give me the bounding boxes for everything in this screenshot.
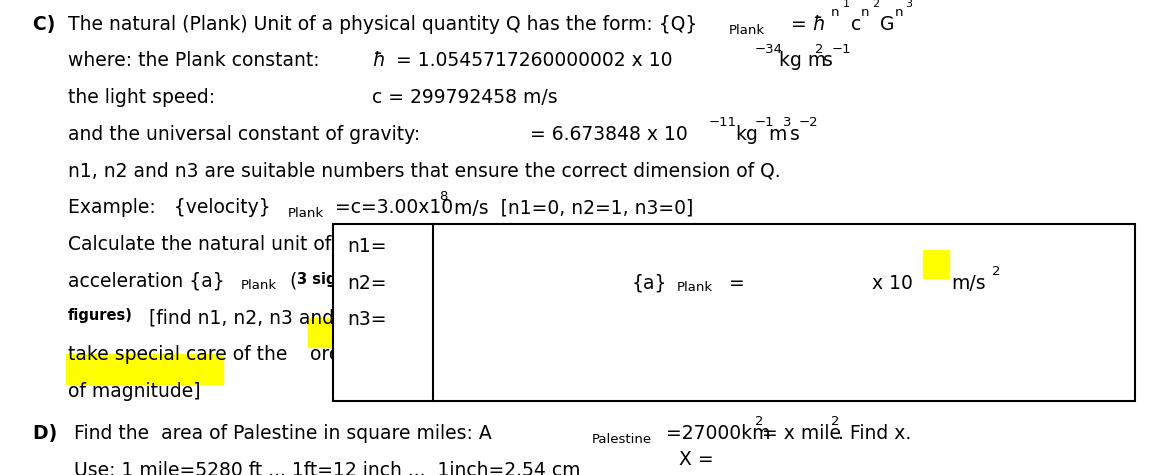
Text: =27000km: =27000km [666,424,770,443]
Text: c: c [851,15,861,34]
Text: 3: 3 [783,116,791,129]
Text: 1: 1 [842,0,849,10]
Text: x 10: x 10 [872,274,913,293]
Text: = 1.0545717260000002 x 10: = 1.0545717260000002 x 10 [390,51,672,70]
Text: 2: 2 [815,43,824,56]
Text: and the universal constant of gravity:: and the universal constant of gravity: [68,125,420,144]
Text: 2: 2 [755,416,763,428]
Text: −1: −1 [832,43,852,56]
Bar [308,318,370,347]
Text: n1=: n1= [347,237,387,256]
Text: c = 299792458 m/s: c = 299792458 m/s [372,88,558,107]
Text: Calculate the natural unit of: Calculate the natural unit of [68,235,331,254]
Text: n: n [831,6,839,19]
Text: =: = [729,274,744,293]
Text: kg: kg [735,125,758,144]
Text: [find n1, n2, n3 and: [find n1, n2, n3 and [143,308,333,327]
Text: {a}: {a} [632,274,667,293]
Bar [923,250,949,278]
Text: n: n [861,6,869,19]
Text: figures): figures) [68,308,132,323]
Text: (: ( [284,272,297,291]
Text: −1: −1 [755,116,775,129]
Text: of magnitude]: of magnitude] [68,382,200,401]
Text: kg m: kg m [779,51,826,70]
Text: −2: −2 [799,116,819,129]
Text: 2: 2 [992,265,1000,278]
Text: =c=3.00x10: =c=3.00x10 [335,198,453,217]
Text: n1, n2 and n3 are suitable numbers that ensure the correct dimension of Q.: n1, n2 and n3 are suitable numbers that … [68,162,780,180]
Text: where: the Plank constant:: where: the Plank constant: [68,51,319,70]
Text: = x mile: = x mile [762,424,841,443]
Text: Use: 1 mile=5280 ft ... 1ft=12 inch ...  1inch=2.54 cm: Use: 1 mile=5280 ft ... 1ft=12 inch ... … [74,461,580,475]
Text: 8: 8 [439,190,447,203]
Text: −11: −11 [709,116,737,129]
Text: s: s [790,125,799,144]
Text: n3=: n3= [347,310,387,329]
Text: n: n [895,6,903,19]
Bar [66,354,223,384]
Text: Plank: Plank [729,24,765,37]
Text: 3 significant: 3 significant [297,272,400,286]
Text: C): C) [33,15,62,34]
Text: The natural (Plank) Unit of a physical quantity Q has the form: {Q}: The natural (Plank) Unit of a physical q… [68,15,697,34]
Text: Plank: Plank [676,281,713,294]
Text: m/s  [n1=0, n2=1, n3=0]: m/s [n1=0, n2=1, n3=0] [448,198,694,217]
Text: Plank: Plank [241,279,277,292]
Text: 3: 3 [906,0,913,10]
Text: X =: X = [679,450,714,469]
Text: the light speed:: the light speed: [68,88,215,107]
Text: ħ: ħ [812,15,825,34]
Text: order: order [310,345,360,364]
Text: −34: −34 [755,43,783,56]
Text: n2=: n2= [347,274,387,293]
Text: . Find x.: . Find x. [838,424,911,443]
Text: s: s [823,51,832,70]
Text: take special care of the: take special care of the [68,345,294,364]
Text: = 6.673848 x 10: = 6.673848 x 10 [524,125,688,144]
Text: acceleration {a}: acceleration {a} [68,272,225,291]
Text: Example:   {velocity}: Example: {velocity} [68,198,270,217]
Text: 2: 2 [872,0,879,10]
Text: 2: 2 [831,416,839,428]
Text: Palestine: Palestine [592,433,652,446]
Text: G: G [880,15,894,34]
Text: Plank: Plank [288,208,324,220]
Text: Find the  area of Palestine in square miles: A: Find the area of Palestine in square mil… [74,424,491,443]
Text: D): D) [33,424,63,443]
Text: m/s: m/s [951,274,986,293]
Text: ħ: ħ [372,51,385,70]
Text: =: = [791,15,813,34]
Text: m: m [769,125,787,144]
FancyBboxPatch shape [655,442,860,475]
FancyBboxPatch shape [333,224,1135,401]
